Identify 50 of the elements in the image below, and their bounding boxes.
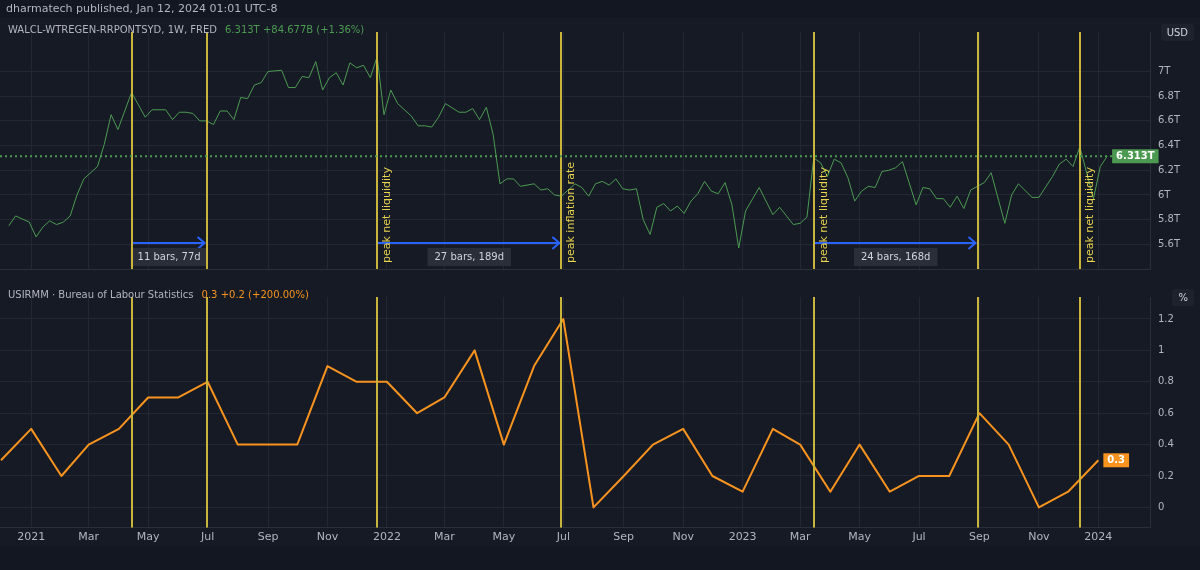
x-tick-label: 2023 [728, 530, 757, 544]
y-tick-label: 0.2 [1158, 469, 1174, 481]
x-tick-label: May [848, 530, 872, 544]
x-tick-label: Mar [78, 530, 100, 544]
chart-title: WALCL-WTREGEN-RRPONTSYD, 1W, FRED [8, 24, 217, 35]
chart-subtitle: 0.3 +0.2 (+200.00%) [201, 289, 309, 300]
data-label: 0.3 [1107, 453, 1126, 465]
x-tick-label: Nov [1028, 530, 1051, 544]
ref-line-label: peak net liquidity [1082, 166, 1096, 263]
y-tick-label: 0.4 [1158, 438, 1174, 450]
x-tick-label: Jul [911, 530, 926, 544]
x-tick-label: Sep [257, 530, 279, 544]
y-tick-label: 1.2 [1158, 312, 1174, 324]
y-tick-label: 1 [1158, 343, 1165, 355]
y-tick-label: 0.6 [1158, 406, 1174, 418]
ref-line-label: peak inflation rate [563, 161, 577, 263]
chart-title: USIRMM · Bureau of Labour Statistics [8, 289, 194, 300]
chart-subtitle: 6.313T +84.677B (+1.36%) [224, 24, 365, 35]
y-tick-label: 7T [1158, 65, 1172, 77]
y-tick-label: 6T [1158, 188, 1172, 200]
annotation: 27 bars, 189d [434, 250, 505, 262]
x-tick-label: Jul [199, 530, 215, 544]
x-tick-label: Sep [613, 530, 635, 544]
x-tick-label: Jul [555, 530, 570, 544]
y-tick-label: 0 [1158, 500, 1165, 512]
text: dharmatech published, Jan 12, 2024 01:01 UTC-8 [6, 2, 278, 15]
x-tick-label: 2021 [17, 530, 46, 544]
x-tick-label: May [136, 530, 160, 544]
x-tick-label: Mar [789, 530, 811, 544]
x-tick-label: Nov [316, 530, 339, 544]
annotation: 11 bars, 77d [137, 250, 201, 262]
y-tick-label: 5.6T [1158, 237, 1181, 249]
annotation: 24 bars, 168d [860, 250, 931, 262]
y-tick-label: 6.6T [1158, 114, 1181, 126]
y-tick-label: 6.8T [1158, 89, 1181, 101]
ref-line-label: peak net liquidity [379, 166, 393, 263]
x-tick-label: Mar [434, 530, 456, 544]
y-tick-label: 6.4T [1158, 139, 1181, 151]
x-tick-label: 2024 [1084, 530, 1113, 544]
x-tick-label: Nov [672, 530, 695, 544]
y-tick-label: 6.2T [1158, 163, 1181, 175]
ref-line-label: peak net liquidity [816, 166, 830, 263]
y-tick-label: 0.8 [1158, 375, 1174, 387]
x-tick-label: May [492, 530, 516, 544]
y-axis-title: % [1172, 289, 1194, 306]
data-label: 6.313T [1116, 149, 1155, 161]
x-tick-label: Sep [969, 530, 990, 544]
y-tick-label: 5.8T [1158, 213, 1181, 225]
x-tick-label: 2022 [372, 530, 401, 544]
y-axis-title: USD [1160, 24, 1194, 41]
